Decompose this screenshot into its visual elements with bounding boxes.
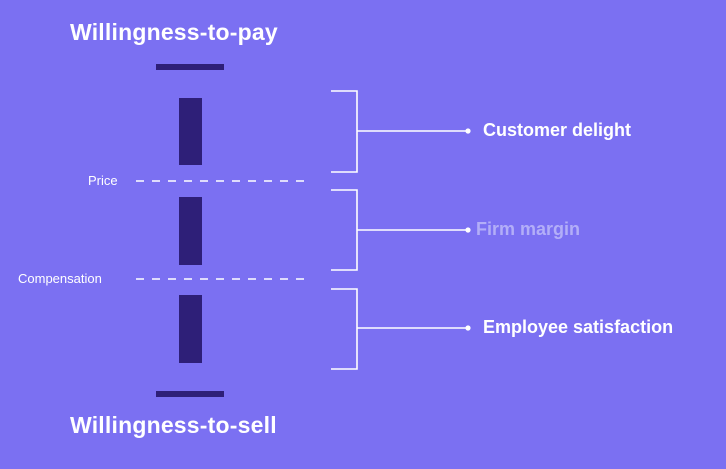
bracket-employee-satisfaction-dot: [465, 325, 471, 331]
customer-delight-label: Customer delight: [483, 120, 632, 140]
willingness-to-pay-label: Willingness-to-pay: [70, 19, 278, 45]
stick-segment-bottom: [179, 295, 202, 363]
bracket-firm-margin: [331, 189, 468, 271]
bracket-firm-margin-dot: [465, 227, 471, 233]
stick-segment-top: [179, 98, 202, 165]
willingness-to-sell-label: Willingness-to-sell: [70, 412, 277, 438]
bracket-customer-delight: [331, 90, 468, 173]
bracket-customer-delight-dot: [465, 128, 471, 134]
stick-segment-middle: [179, 197, 202, 265]
firm-margin-label: Firm margin: [476, 219, 581, 239]
wtp-cap: [156, 64, 224, 70]
wts-cap: [156, 391, 224, 397]
employee-satisfaction-label: Employee satisfaction: [483, 317, 674, 337]
bracket-employee-satisfaction: [331, 288, 468, 370]
price-label: Price: [88, 173, 118, 188]
compensation-label: Compensation: [18, 271, 102, 286]
